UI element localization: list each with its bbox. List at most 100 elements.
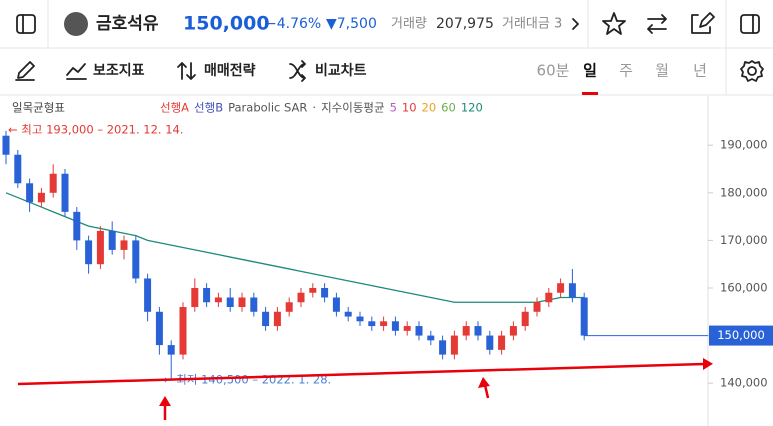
- indicator-title: 일목균형표: [12, 101, 65, 115]
- candle-body: [321, 287, 329, 298]
- candle-body: [568, 283, 576, 298]
- trend-line: [17, 358, 713, 386]
- candle-body: [108, 230, 116, 250]
- candle-body: [49, 173, 57, 193]
- candle-body: [273, 311, 281, 327]
- indicators-icon: [66, 63, 87, 80]
- candle-body: [226, 297, 234, 308]
- last-price-label: 150,000: [717, 328, 765, 342]
- period-tab[interactable]: 60분: [537, 62, 570, 80]
- legend-item: 60: [441, 101, 456, 115]
- candle-body: [262, 311, 270, 327]
- candle-body: [73, 211, 81, 241]
- candle-body: [545, 292, 553, 303]
- candle-body: [415, 326, 423, 336]
- candle-body: [403, 326, 411, 331]
- legend-item: 지수이동평균: [321, 101, 384, 115]
- swap-button[interactable]: [647, 14, 667, 34]
- candle-body: [368, 321, 376, 327]
- candle-body: [474, 326, 482, 336]
- selected-underline: [582, 92, 598, 95]
- favorite-button[interactable]: [602, 12, 626, 35]
- strategy-icon: [177, 62, 196, 80]
- candle-body: [250, 297, 258, 312]
- y-tick-label: 180,000: [720, 185, 768, 199]
- price: 150,000: [183, 13, 270, 35]
- candle-body: [2, 135, 10, 155]
- chart-area: 140,000 150,000 160,000 170,000 180,000 190,0…: [2, 123, 773, 390]
- candle-body: [332, 297, 340, 312]
- candle-body: [309, 287, 317, 293]
- candle-body: [179, 307, 187, 355]
- compare-icon: [289, 60, 306, 82]
- candle-body: [26, 183, 34, 203]
- indicators-button[interactable]: 보조지표: [93, 63, 145, 79]
- candle-body: [96, 230, 104, 265]
- period-tab[interactable]: 일: [583, 62, 597, 80]
- legend-item: ·: [312, 101, 316, 115]
- legend-item: Parabolic SAR: [228, 101, 307, 115]
- candle-body: [439, 340, 447, 355]
- candle-body: [486, 335, 494, 350]
- candle-body: [580, 297, 588, 336]
- candle-body: [120, 240, 128, 250]
- stock-logo: [64, 12, 88, 36]
- edit-button[interactable]: [691, 12, 715, 34]
- candle-body: [391, 321, 399, 331]
- candle-body: [214, 297, 222, 303]
- period-tab[interactable]: 년: [693, 62, 707, 80]
- candle-body: [85, 240, 93, 265]
- volume-label: 거래량: [391, 17, 427, 32]
- y-tick-label: 190,000: [720, 138, 768, 152]
- legend-item: 120: [461, 101, 483, 115]
- annotation: ← 최고 193,000 – 2021. 12. 14.: [8, 123, 184, 137]
- candle-body: [132, 240, 140, 279]
- last-price-box: [709, 325, 773, 346]
- legend-item: 10: [402, 101, 417, 115]
- candle-body: [155, 311, 163, 346]
- period-tab[interactable]: 주: [619, 62, 633, 80]
- right-panel-toggle[interactable]: [740, 14, 760, 34]
- candle-body: [557, 283, 565, 293]
- settings-button[interactable]: [740, 60, 764, 82]
- candle-body: [191, 287, 199, 308]
- compare-button[interactable]: 비교차트: [315, 63, 367, 79]
- legend-item: 선행B: [194, 101, 223, 115]
- change-pct: −4.76%: [265, 16, 321, 32]
- y-tick-label: 160,000: [720, 280, 768, 294]
- stock-name: 금호석유: [96, 14, 159, 34]
- strategy-button[interactable]: 매매전략: [204, 62, 256, 79]
- candle-body: [380, 321, 388, 327]
- candle-body: [509, 326, 517, 336]
- volume: 207,975: [436, 16, 494, 32]
- candle-body: [144, 278, 152, 312]
- draw-button[interactable]: [15, 61, 35, 81]
- candle-body: [427, 335, 435, 341]
- legend-item: 선행A: [160, 101, 189, 115]
- candle-body: [450, 335, 458, 355]
- candle-body: [521, 311, 529, 327]
- candle-body: [533, 302, 541, 312]
- sidebar-toggle[interactable]: [16, 14, 36, 34]
- candle-body: [167, 345, 175, 355]
- candle-body: [203, 287, 211, 303]
- legend-item: 5: [390, 101, 397, 115]
- candle-body: [297, 292, 305, 303]
- candle-body: [356, 316, 364, 322]
- up-arrow: [159, 396, 171, 420]
- candle-body: [285, 302, 293, 312]
- candle-body: [498, 335, 506, 350]
- candle-body: [462, 326, 470, 336]
- candle-body: [344, 311, 352, 317]
- period-tab[interactable]: 월: [655, 62, 669, 80]
- up-arrow: [478, 377, 490, 399]
- legend-item: 20: [422, 101, 437, 115]
- ma-line: [5, 192, 585, 303]
- candle-body: [14, 154, 22, 184]
- amount-label: 거래대금 3: [502, 17, 562, 32]
- candle-body: [61, 173, 69, 212]
- more-button[interactable]: [572, 18, 579, 30]
- candle-body: [238, 297, 246, 308]
